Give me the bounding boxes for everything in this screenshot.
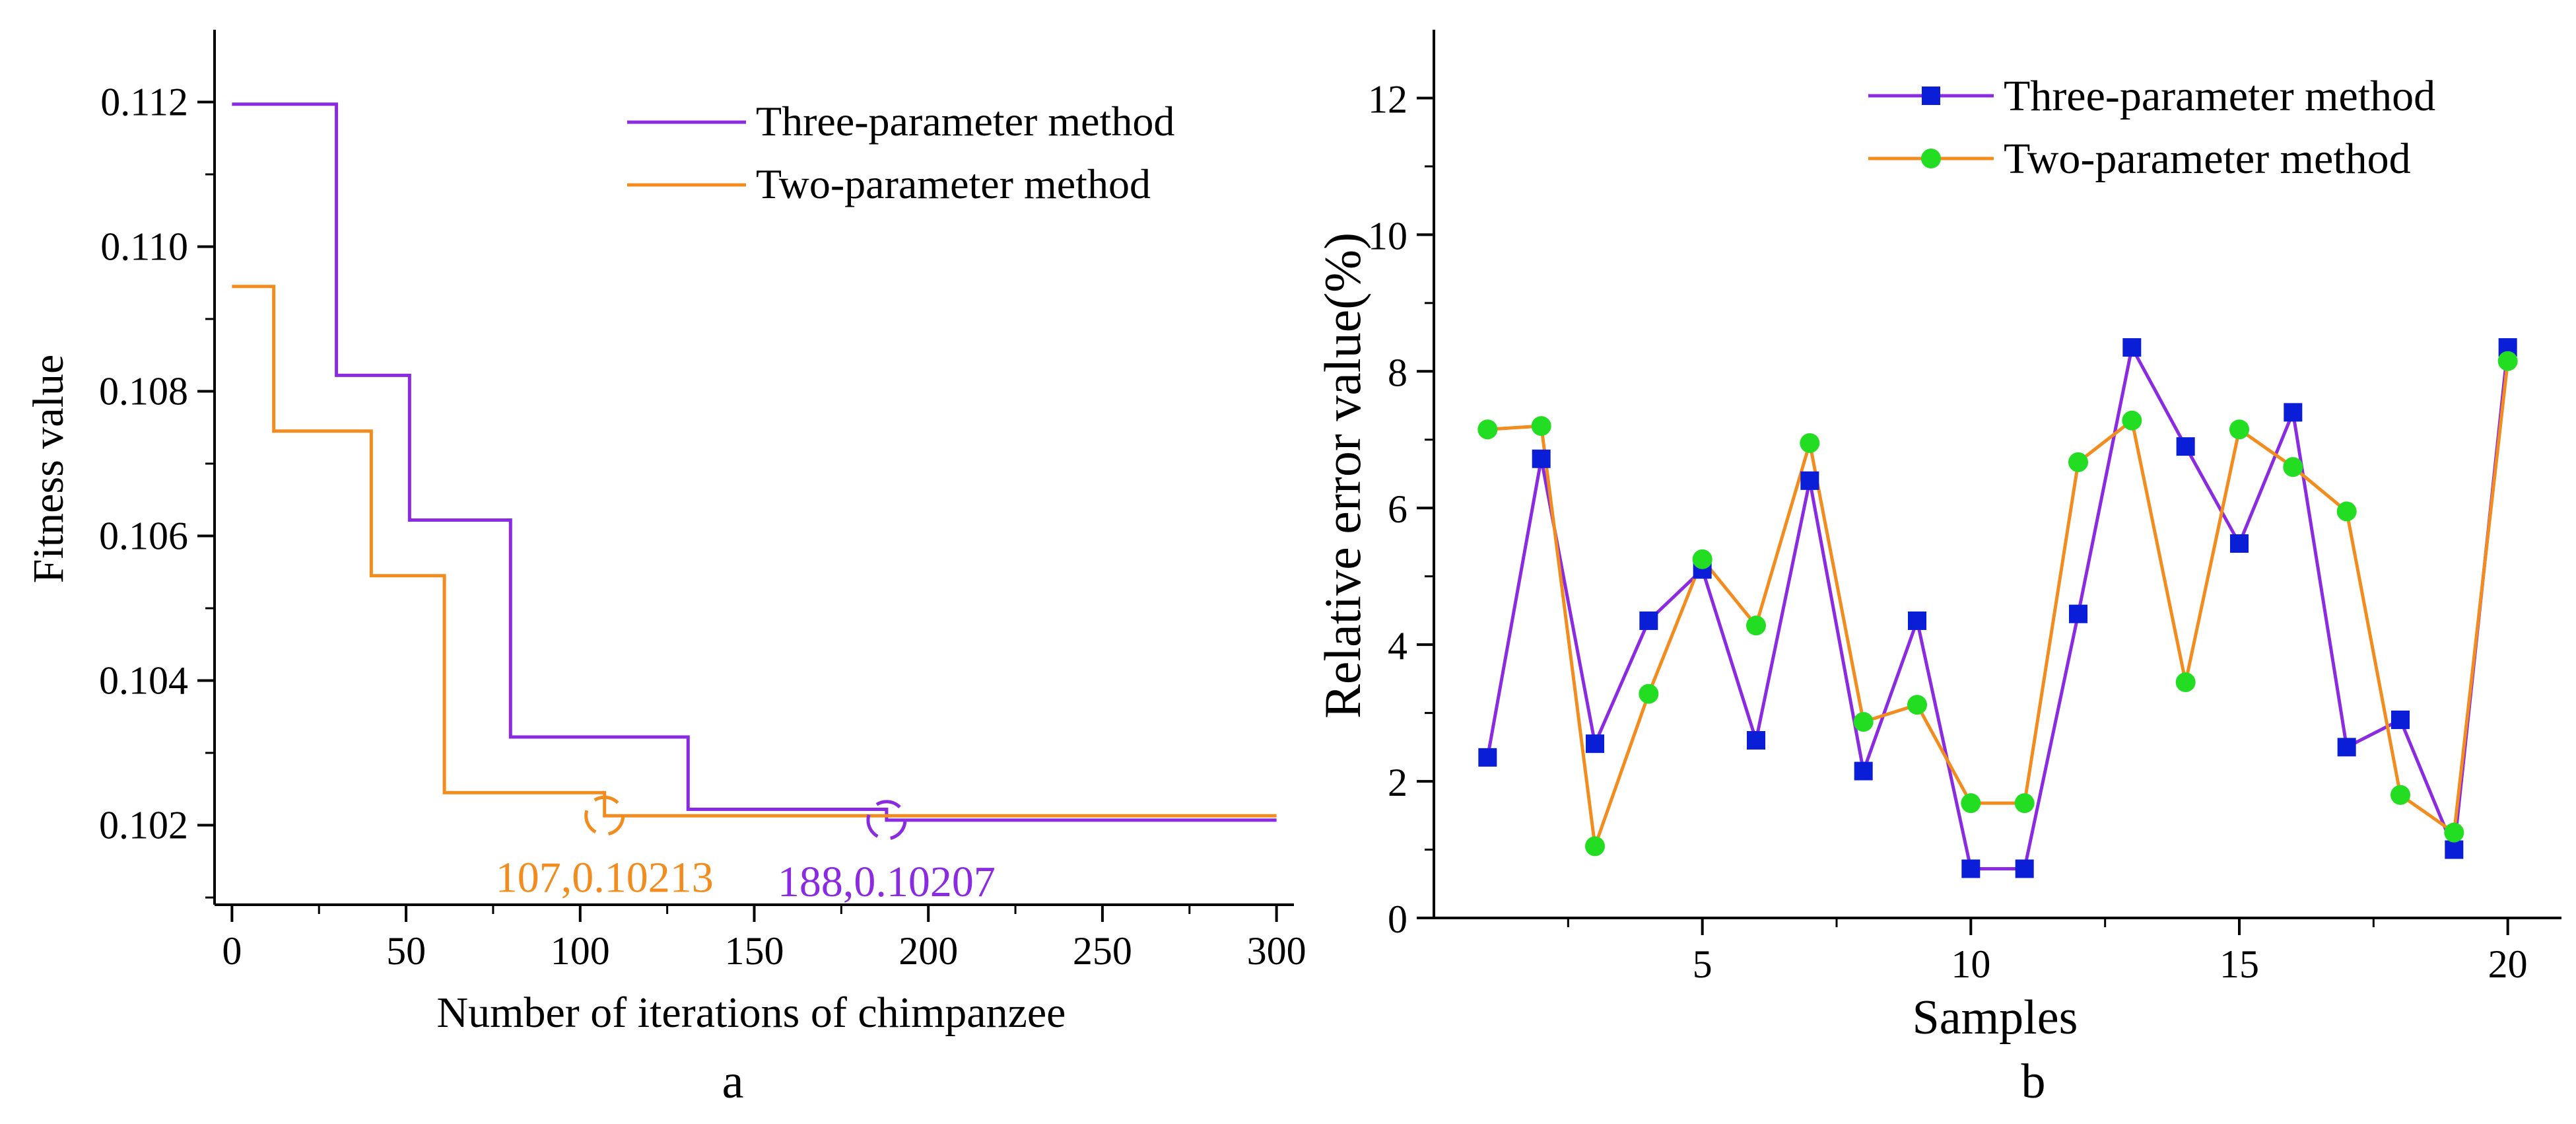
two-parameter-point bbox=[2283, 457, 2303, 477]
two-parameter-point bbox=[1746, 615, 1766, 636]
two-parameter-point bbox=[1800, 433, 1820, 453]
two-parameter-point bbox=[1907, 695, 1927, 715]
three-parameter-point bbox=[1800, 471, 1819, 490]
panel-b-legend-marker bbox=[1922, 87, 1940, 105]
panel-a-ticks: 0 50 100 150 200 250 300 0.102 0.104 0.106 0.108 0.… bbox=[99, 81, 1306, 973]
three-parameter-point bbox=[1586, 734, 1604, 754]
panel-a-x-tick-label: 300 bbox=[1247, 929, 1306, 973]
panel-b-y-tick-label: 8 bbox=[1388, 351, 1407, 394]
two-parameter-point bbox=[1853, 712, 1874, 732]
panel-b-y-tick-label: 6 bbox=[1388, 487, 1407, 531]
two-parameter-point bbox=[1531, 416, 1551, 437]
three-parameter-point bbox=[2445, 840, 2464, 859]
panel-b-xlabel: Samples bbox=[1913, 991, 2078, 1045]
two-parameter-point bbox=[2175, 672, 2196, 693]
panel-a-chart: 107,0.10213 188,0.10207 0 50 100 150 200 250 30… bbox=[24, 30, 1306, 1109]
panel-a-y-tick-label: 0.104 bbox=[99, 659, 188, 703]
two-parameter-point bbox=[2122, 410, 2142, 431]
panel-a-y-tick-label: 0.110 bbox=[100, 225, 188, 269]
panel-a-legend-label: Two-parameter method bbox=[756, 160, 1151, 207]
two-parameter-point bbox=[1961, 793, 1981, 814]
three-parameter-point bbox=[1478, 748, 1497, 767]
panel-b-y-tick-label: 12 bbox=[1368, 77, 1407, 121]
three-parameter-point bbox=[2176, 437, 2195, 456]
annotation-label: 107,0.10213 bbox=[496, 853, 714, 901]
two-parameter-line bbox=[1487, 361, 2510, 847]
three-parameter-point bbox=[1639, 611, 1658, 630]
three-parameter-point bbox=[2015, 859, 2034, 878]
annotation-label: 188,0.10207 bbox=[778, 858, 996, 906]
three-parameter-point bbox=[1532, 449, 1551, 468]
panel-b-x-tick-label: 20 bbox=[2488, 942, 2528, 986]
two-parameter-point bbox=[2444, 822, 2464, 843]
panel-b-y-tick-label: 4 bbox=[1388, 624, 1407, 668]
two-parameter-point bbox=[2497, 351, 2518, 371]
panel-a-x-tick-label: 200 bbox=[898, 929, 958, 973]
panel-a-x-tick-label: 0 bbox=[222, 929, 242, 973]
panel-a-xlabel: Number of iterations of chimpanzee bbox=[437, 989, 1066, 1037]
panel-a-annotations: 107,0.10213 188,0.10207 bbox=[496, 795, 996, 906]
panel-b-legend-label: Three-parameter method bbox=[2004, 72, 2435, 120]
panel-a-x-tick-label: 50 bbox=[386, 929, 426, 973]
panel-b-x-tick-label: 15 bbox=[2220, 942, 2259, 986]
three-parameter-point bbox=[2391, 710, 2410, 729]
two-parameter-point bbox=[1639, 684, 1659, 704]
annotation-marker bbox=[866, 800, 907, 841]
three-parameter-point bbox=[2284, 403, 2303, 422]
three-parameter-point bbox=[1908, 611, 1926, 630]
panel-b-legend-label: Two-parameter method bbox=[2004, 135, 2411, 183]
panel-a-ylabel: Fitness value bbox=[24, 355, 73, 583]
panel-b-x-tick-label: 5 bbox=[1693, 942, 1712, 986]
panel-a-y-tick-label: 0.112 bbox=[100, 81, 188, 124]
panel-a-x-tick-label: 100 bbox=[551, 929, 610, 973]
three-parameter-point bbox=[2122, 338, 2142, 357]
panel-a-x-tick-label: 250 bbox=[1073, 929, 1132, 973]
two-parameter-point bbox=[2014, 793, 2035, 814]
two-parameter-point bbox=[2229, 419, 2249, 440]
panel-a-y-tick-label: 0.106 bbox=[99, 514, 188, 558]
three-parameter-point bbox=[2337, 738, 2356, 757]
two-parameter-step-line bbox=[232, 285, 1277, 818]
panel-b-y-tick-label: 10 bbox=[1368, 214, 1407, 258]
panel-a-label: a bbox=[722, 1055, 744, 1109]
panel-b-y-tick-label: 2 bbox=[1388, 761, 1407, 804]
three-parameter-point bbox=[2069, 604, 2087, 623]
panel-b-x-tick-label: 10 bbox=[1951, 942, 1990, 986]
panel-b-legend-marker bbox=[1921, 149, 1941, 168]
three-parameter-line bbox=[1485, 342, 2510, 871]
panel-b-y-tick-label: 0 bbox=[1388, 897, 1407, 941]
panel-b-series-group bbox=[1477, 338, 2518, 878]
two-parameter-point bbox=[2068, 452, 2088, 472]
panel-a-y-tick-label: 0.102 bbox=[99, 804, 188, 847]
three-parameter-point bbox=[2230, 534, 2249, 553]
two-parameter-point bbox=[2390, 785, 2410, 805]
panel-a-x-tick-label: 150 bbox=[725, 929, 784, 973]
panel-a-legend-label: Three-parameter method bbox=[756, 98, 1174, 145]
panel-b-ylabel: Relative error value(%) bbox=[1314, 232, 1371, 719]
three-parameter-step-line bbox=[232, 102, 1277, 822]
panel-a-series-group bbox=[232, 102, 1277, 822]
panel-a-legend: Three-parameter method Two-parameter meth… bbox=[627, 98, 1174, 207]
panel-b-label: b bbox=[2021, 1055, 2046, 1109]
three-parameter-point bbox=[1747, 731, 1765, 750]
annotation-marker bbox=[584, 795, 625, 836]
panel-b-ticks: 5 10 15 20 0 2 4 6 8 10 12 bbox=[1368, 77, 2528, 986]
three-parameter-point bbox=[1854, 761, 1873, 781]
two-parameter-point bbox=[1692, 549, 1712, 569]
panel-a-y-tick-label: 0.108 bbox=[99, 370, 188, 413]
panel-b-legend: Three-parameter method Two-parameter meth… bbox=[1868, 72, 2435, 183]
two-parameter-point bbox=[1585, 836, 1605, 857]
two-parameter-point bbox=[2336, 501, 2357, 522]
three-parameter-point bbox=[1961, 859, 1981, 878]
two-parameter-point bbox=[1477, 419, 1498, 440]
